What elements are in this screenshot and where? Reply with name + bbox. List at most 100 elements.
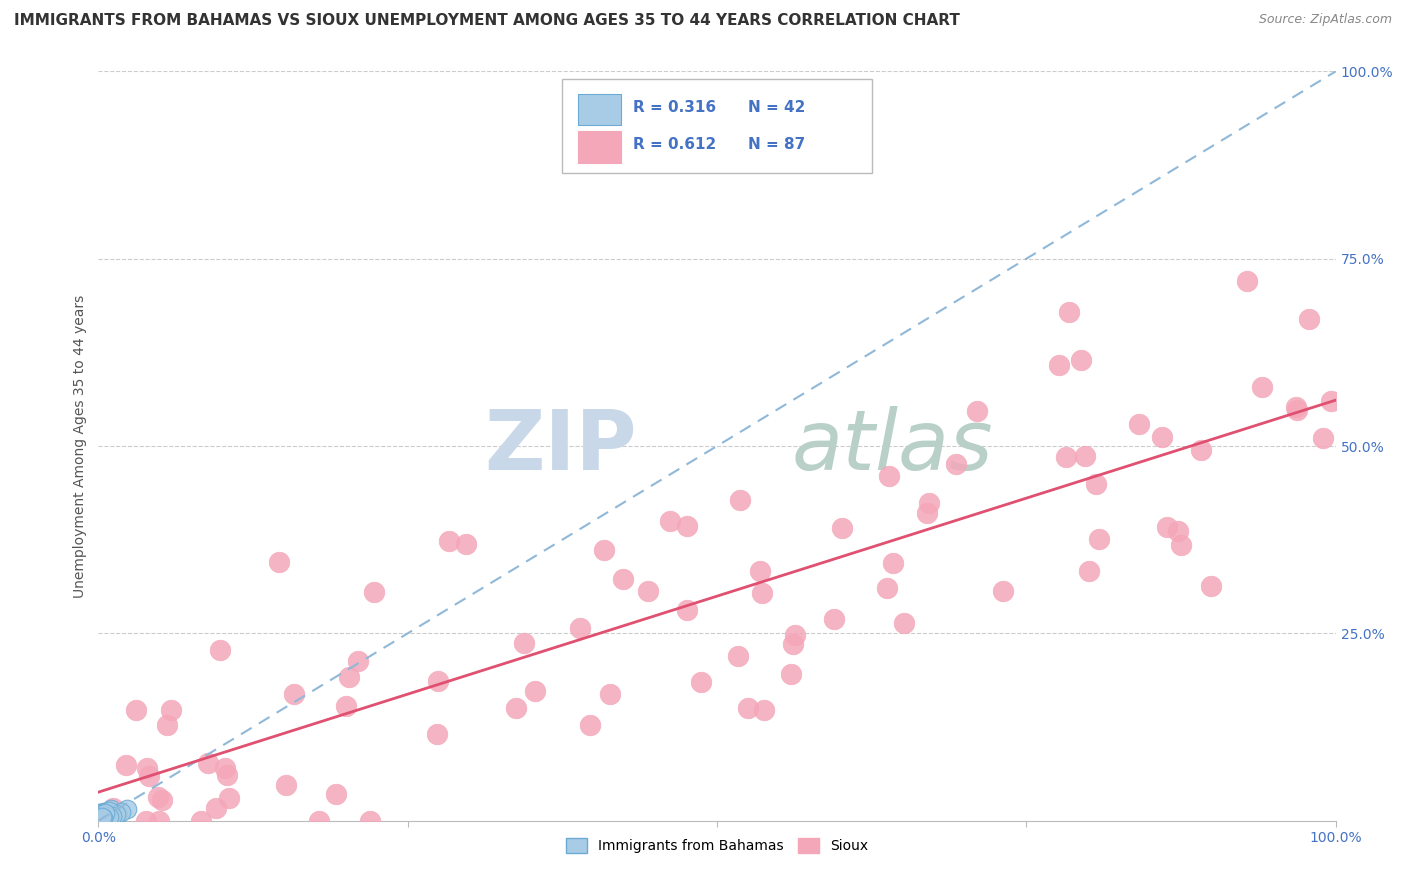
Point (1285, 403, 1308, 417)
Point (101, 800, 124, 814)
Point (87, 811, 110, 825)
Point (1156, 520, 1178, 534)
Point (90, 810, 112, 824)
Y-axis label: Unemployment Among Ages 35 to 44 years: Unemployment Among Ages 35 to 44 years (73, 294, 87, 598)
Point (993, 583, 1015, 598)
Point (337, 670, 360, 684)
Point (523, 684, 546, 698)
Point (612, 572, 634, 586)
Point (426, 673, 449, 688)
Text: R = 0.316: R = 0.316 (633, 100, 716, 115)
Point (593, 543, 616, 558)
Point (831, 520, 853, 534)
Point (93, 805, 115, 820)
Point (882, 556, 904, 570)
Point (363, 585, 385, 599)
Point (93, 811, 115, 825)
Point (93, 810, 115, 824)
Point (785, 628, 807, 642)
Point (96, 810, 118, 824)
Point (748, 564, 770, 578)
Point (138, 769, 160, 783)
FancyBboxPatch shape (578, 94, 620, 125)
Point (93, 812, 115, 826)
Point (877, 468, 900, 483)
Text: N = 87: N = 87 (748, 137, 806, 153)
Point (1088, 532, 1111, 546)
Point (135, 761, 157, 775)
Text: R = 0.612: R = 0.612 (633, 137, 716, 153)
Point (89, 806, 111, 821)
Point (1128, 417, 1150, 431)
Point (87, 812, 110, 826)
Point (93, 806, 115, 821)
Point (1167, 524, 1189, 538)
Point (1085, 477, 1108, 491)
Point (335, 698, 357, 713)
Point (727, 649, 749, 664)
Point (359, 814, 381, 828)
Point (752, 703, 775, 717)
Point (90, 806, 112, 821)
Point (97, 810, 120, 824)
Point (87, 813, 110, 827)
Point (125, 703, 148, 717)
Point (93, 808, 115, 822)
Point (945, 457, 967, 471)
Point (675, 518, 697, 533)
Point (1189, 443, 1212, 458)
Point (98, 805, 121, 819)
Point (1077, 564, 1099, 578)
Point (276, 778, 298, 792)
Point (456, 537, 478, 551)
Point (156, 717, 179, 731)
Point (91, 812, 114, 826)
Point (110, 805, 132, 820)
Point (568, 621, 591, 635)
Point (918, 496, 941, 510)
Point (115, 802, 138, 816)
Point (160, 703, 183, 717)
Point (1057, 304, 1080, 318)
Point (823, 611, 845, 625)
FancyBboxPatch shape (562, 78, 872, 172)
Point (917, 506, 939, 520)
Point (215, 768, 238, 782)
Point (1170, 538, 1192, 552)
Point (1250, 380, 1272, 394)
Point (100, 802, 122, 816)
Point (1298, 312, 1320, 326)
Point (89, 808, 111, 822)
Point (269, 555, 291, 569)
Point (1070, 353, 1092, 368)
Point (101, 808, 124, 822)
Text: N = 42: N = 42 (748, 100, 806, 115)
Point (214, 761, 236, 775)
Point (346, 654, 368, 668)
Point (115, 757, 138, 772)
Point (751, 586, 773, 600)
Point (135, 814, 157, 828)
Point (190, 814, 212, 828)
Point (505, 701, 527, 715)
Point (283, 687, 305, 701)
Point (107, 807, 129, 822)
Point (578, 717, 600, 731)
Point (966, 404, 988, 418)
Point (98, 810, 121, 824)
Point (308, 814, 330, 828)
Point (325, 787, 347, 801)
Point (1312, 431, 1334, 445)
Text: IMMIGRANTS FROM BAHAMAS VS SIOUX UNEMPLOYMENT AMONG AGES 35 TO 44 YEARS CORRELAT: IMMIGRANTS FROM BAHAMAS VS SIOUX UNEMPLO… (14, 13, 960, 29)
Point (218, 791, 240, 805)
Point (782, 637, 804, 651)
Point (1199, 579, 1222, 593)
Point (87, 809, 110, 823)
Point (91, 811, 114, 825)
Point (737, 700, 759, 714)
Point (150, 793, 173, 807)
Point (513, 636, 536, 650)
Point (93, 807, 115, 822)
Point (94, 806, 117, 821)
Point (876, 581, 898, 595)
